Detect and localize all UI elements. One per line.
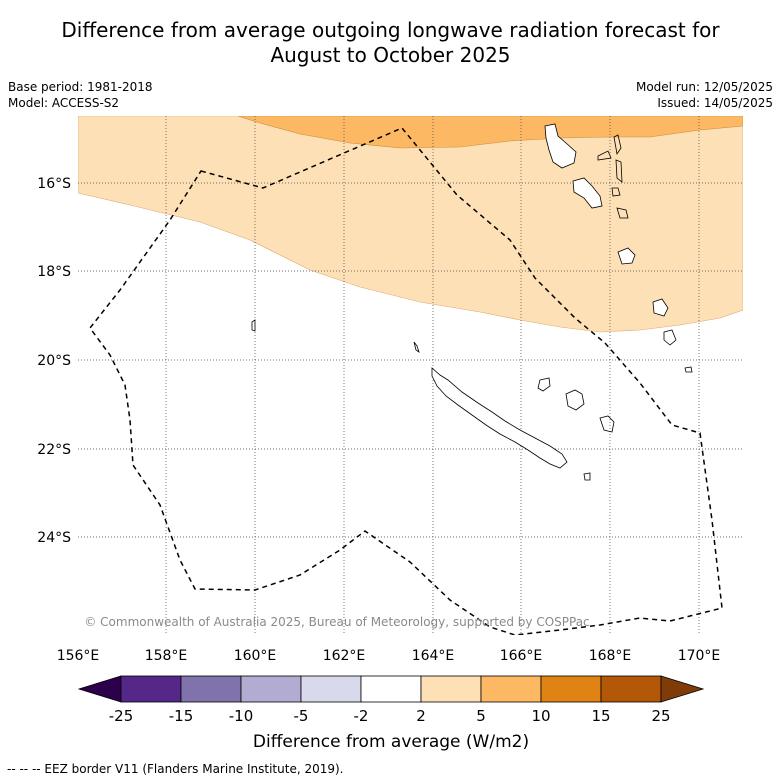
vanuatu-island-c (615, 159, 623, 183)
map-area (78, 116, 743, 635)
anomaly-band-2-5 (78, 116, 743, 333)
lon-label: 160°E (234, 648, 277, 664)
vanuatu-island-a (613, 134, 622, 156)
chart-title: Difference from average outgoing longwav… (0, 18, 781, 68)
colorbar-segment (540, 675, 602, 703)
colorbar-segment (480, 675, 542, 703)
belep-islands (413, 341, 420, 353)
lon-label: 158°E (145, 648, 188, 664)
colorbar-labels: -25 -15 -10 -5 -2 2 5 10 15 25 (109, 707, 671, 725)
colorbar-tick-label: -15 (169, 707, 194, 725)
colorbar-tick-label: -2 (354, 707, 369, 725)
vanuatu-tanna (663, 329, 677, 346)
loyalty-island-ouvea (537, 377, 551, 392)
anomaly-band-5-10 (237, 116, 743, 149)
eez-border (89, 127, 723, 635)
colorbar-tick-label: 5 (476, 707, 486, 725)
colorbar-segment (300, 675, 362, 703)
model-name: Model: ACCESS-S2 (8, 96, 120, 110)
colorbar-segment (600, 675, 662, 703)
colorbar-title: Difference from average (W/m2) (253, 732, 529, 752)
colorbar-tick-label: -25 (109, 707, 134, 725)
lat-label: 18°S (37, 264, 71, 280)
chesterfield-islet (251, 319, 256, 332)
lat-label: 16°S (37, 176, 71, 192)
lon-label: 166°E (500, 648, 543, 664)
colorbar-extend-low (77, 675, 122, 703)
colorbar-tick-label: 10 (531, 707, 550, 725)
issued-date: Issued: 14/05/2025 (657, 96, 773, 110)
lon-label: 170°E (678, 648, 721, 664)
colorbar-segment (360, 675, 422, 703)
base-period: Base period: 1981-2018 (8, 80, 153, 94)
lon-label: 168°E (589, 648, 632, 664)
vanuatu-aneityum (684, 366, 693, 373)
lat-label: 24°S (37, 530, 71, 546)
grid-lines (78, 116, 743, 635)
vanuatu-efate (617, 247, 636, 265)
colorbar-tick-label: 25 (651, 707, 670, 725)
lat-label: 22°S (37, 442, 71, 458)
colorbar-extend-high (660, 675, 705, 703)
vanuatu-island-d (611, 187, 621, 197)
loyalty-island-lifou (565, 389, 585, 411)
colorbar-segment (180, 675, 242, 703)
meta-right: Model run: 12/05/2025 Issued: 14/05/2025 (636, 79, 773, 111)
lat-tick-labels: 16°S 18°S 20°S 22°S 24°S (37, 176, 71, 546)
vanuatu-erromango (652, 298, 669, 317)
vanuatu-island-b (597, 150, 612, 161)
title-line-2: August to October 2025 (270, 43, 511, 67)
lon-label: 162°E (323, 648, 366, 664)
vanuatu-espiritu-santo (544, 123, 577, 169)
lon-label: 164°E (412, 648, 455, 664)
colorbar-tick-label: 2 (416, 707, 426, 725)
colorbar (77, 675, 705, 703)
vanuatu-malakula (572, 177, 603, 209)
colorbar-tick-label: -10 (229, 707, 254, 725)
lon-tick-labels: 156°E 158°E 160°E 162°E 164°E 166°E 168°… (57, 648, 721, 664)
isle-of-pines (583, 472, 591, 481)
copyright-notice: © Commonwealth of Australia 2025, Bureau… (84, 615, 589, 629)
colorbar-tick-label: -5 (294, 707, 309, 725)
colorbar-segment (240, 675, 302, 703)
vanuatu-island-e (616, 207, 629, 219)
eez-legend-footnote: -- -- -- EEZ border V11 (Flanders Marine… (7, 762, 344, 776)
colorbar-tick-label: 15 (591, 707, 610, 725)
loyalty-island-mare (599, 415, 615, 433)
colorbar-segment (120, 675, 182, 703)
model-run: Model run: 12/05/2025 (635, 80, 773, 94)
title-line-1: Difference from average outgoing longwav… (61, 18, 720, 42)
colorbar-segment (420, 675, 482, 703)
lon-label: 156°E (57, 648, 100, 664)
lat-label: 20°S (37, 353, 71, 369)
meta-left: Base period: 1981-2018 Model: ACCESS-S2 (8, 79, 153, 111)
new-caledonia-island (431, 367, 568, 469)
